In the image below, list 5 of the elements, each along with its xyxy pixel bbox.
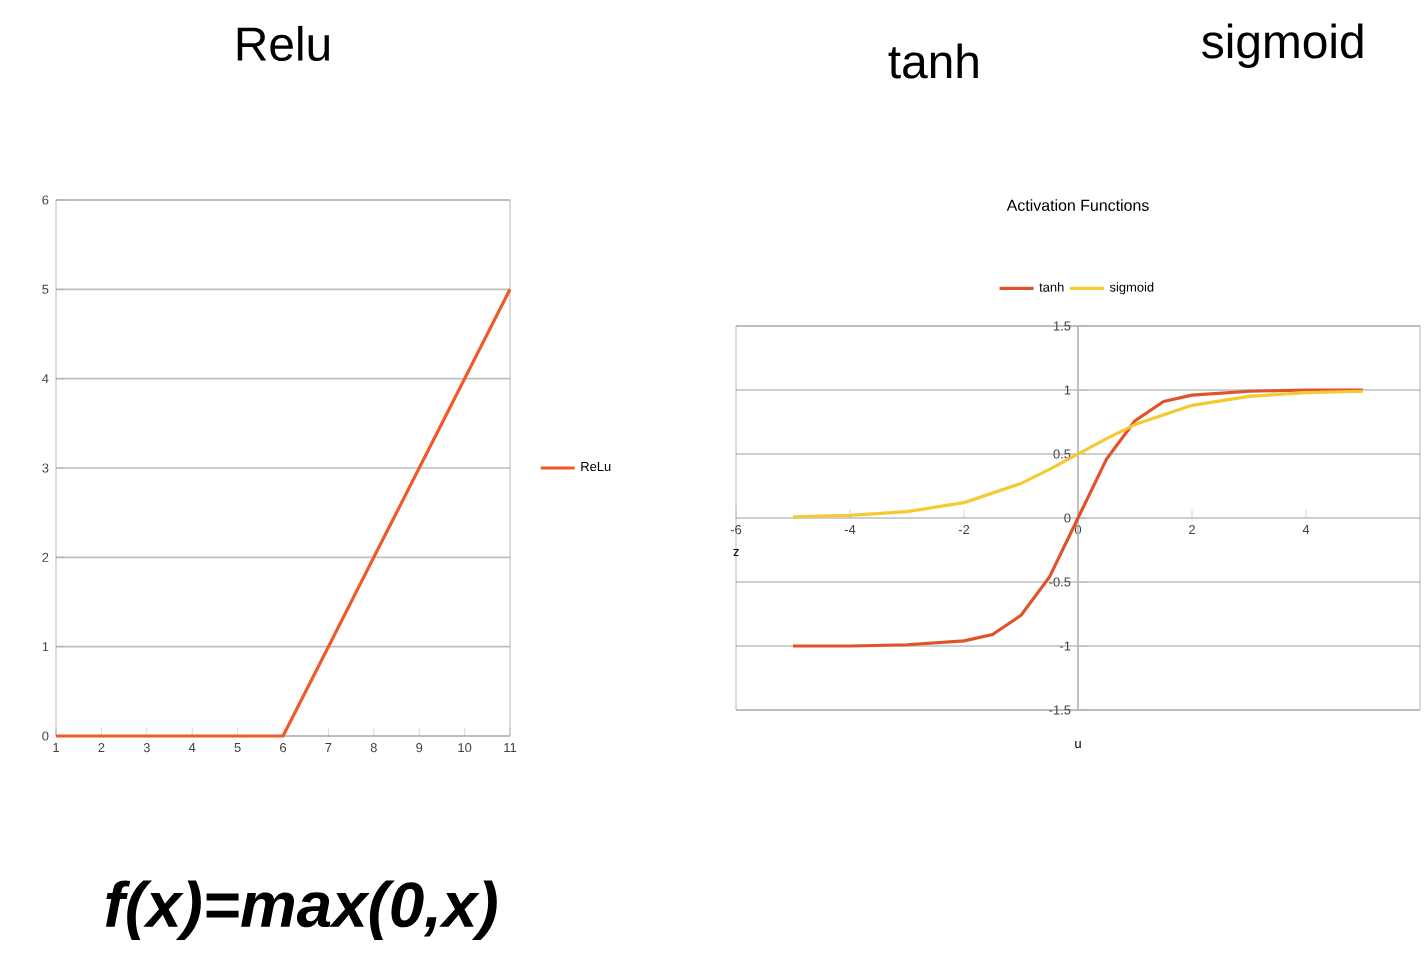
- text: tanh: [888, 43, 978, 79]
- line-series: [791, 388, 1365, 648]
- chart-title: Relu: [237, 25, 329, 62]
- text: f(x)=max(0,x): [105, 880, 497, 940]
- text: sigmoid: [1202, 23, 1363, 68]
